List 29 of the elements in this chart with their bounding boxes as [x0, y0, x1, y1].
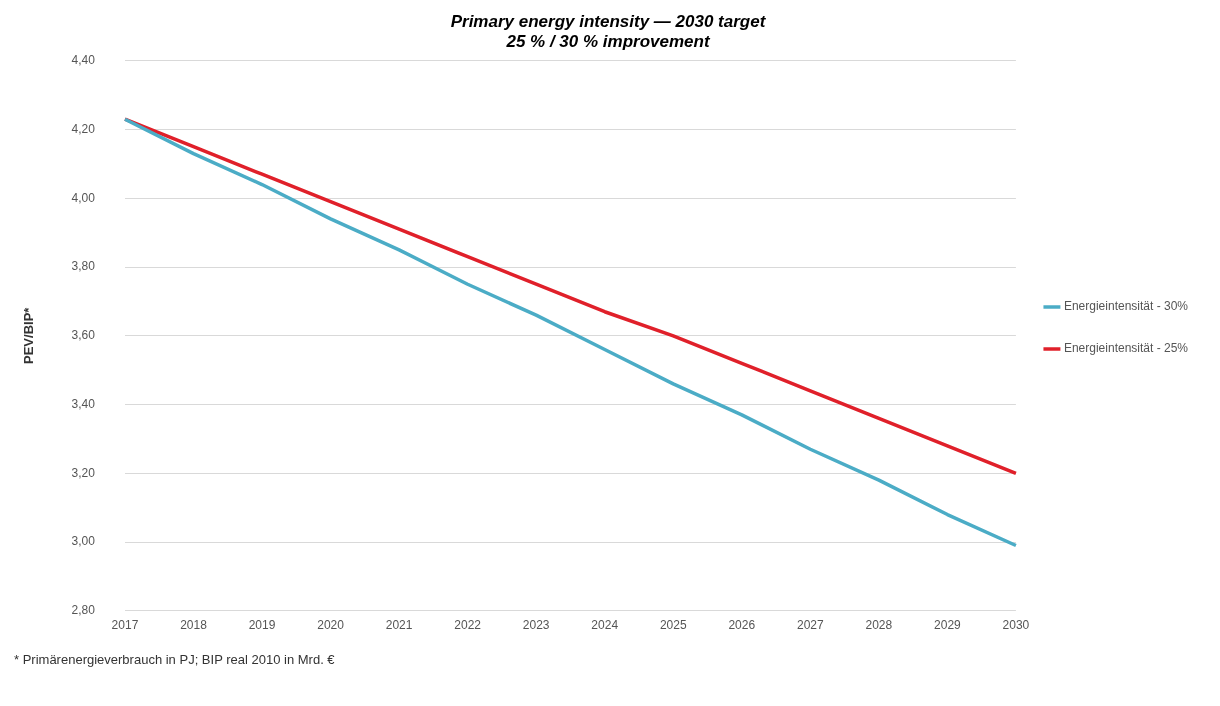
x-tick-label: 2023	[522, 618, 550, 633]
x-tick-label: 2025	[659, 618, 687, 633]
y-tick-label: 2,80	[71, 603, 96, 618]
x-tick-label: 2020	[317, 618, 345, 633]
x-tick-label: 2030	[1002, 618, 1030, 633]
x-tick-label: 2019	[248, 618, 276, 633]
y-tick-label: 3,40	[71, 396, 96, 411]
y-tick-label: 4,40	[71, 53, 96, 68]
y-tick-label: 3,60	[71, 328, 96, 343]
legend-label: Energieintensität - 25%	[1063, 341, 1189, 356]
x-tick-label: 2026	[728, 618, 756, 633]
x-tick-label: 2021	[385, 618, 413, 633]
y-tick-label: 4,20	[71, 121, 96, 136]
x-tick-label: 2029	[934, 618, 962, 633]
y-tick-label: 3,20	[71, 465, 96, 480]
x-tick-label: 2017	[111, 618, 139, 633]
y-tick-label: 4,00	[71, 190, 96, 205]
text: Primary energy intensity — 2030 target	[450, 11, 766, 31]
x-tick-label: 2022	[454, 618, 482, 633]
y-axis-title: PEV/BIP*	[21, 306, 37, 364]
legend-label: Energieintensität - 30%	[1063, 299, 1189, 314]
y-tick-label: 3,00	[71, 534, 96, 549]
x-tick-label: 2018	[180, 618, 208, 633]
y-tick-label: 3,80	[71, 259, 96, 274]
text: 25 % / 30 % improvement	[506, 32, 710, 52]
x-tick-label: 2027	[796, 618, 824, 633]
x-tick-label: 2028	[865, 618, 893, 633]
x-tick-label: 2024	[591, 618, 619, 633]
text: * Primärenergieverbrauch in PJ; BIP real 2010 in Mrd. €	[14, 652, 336, 667]
